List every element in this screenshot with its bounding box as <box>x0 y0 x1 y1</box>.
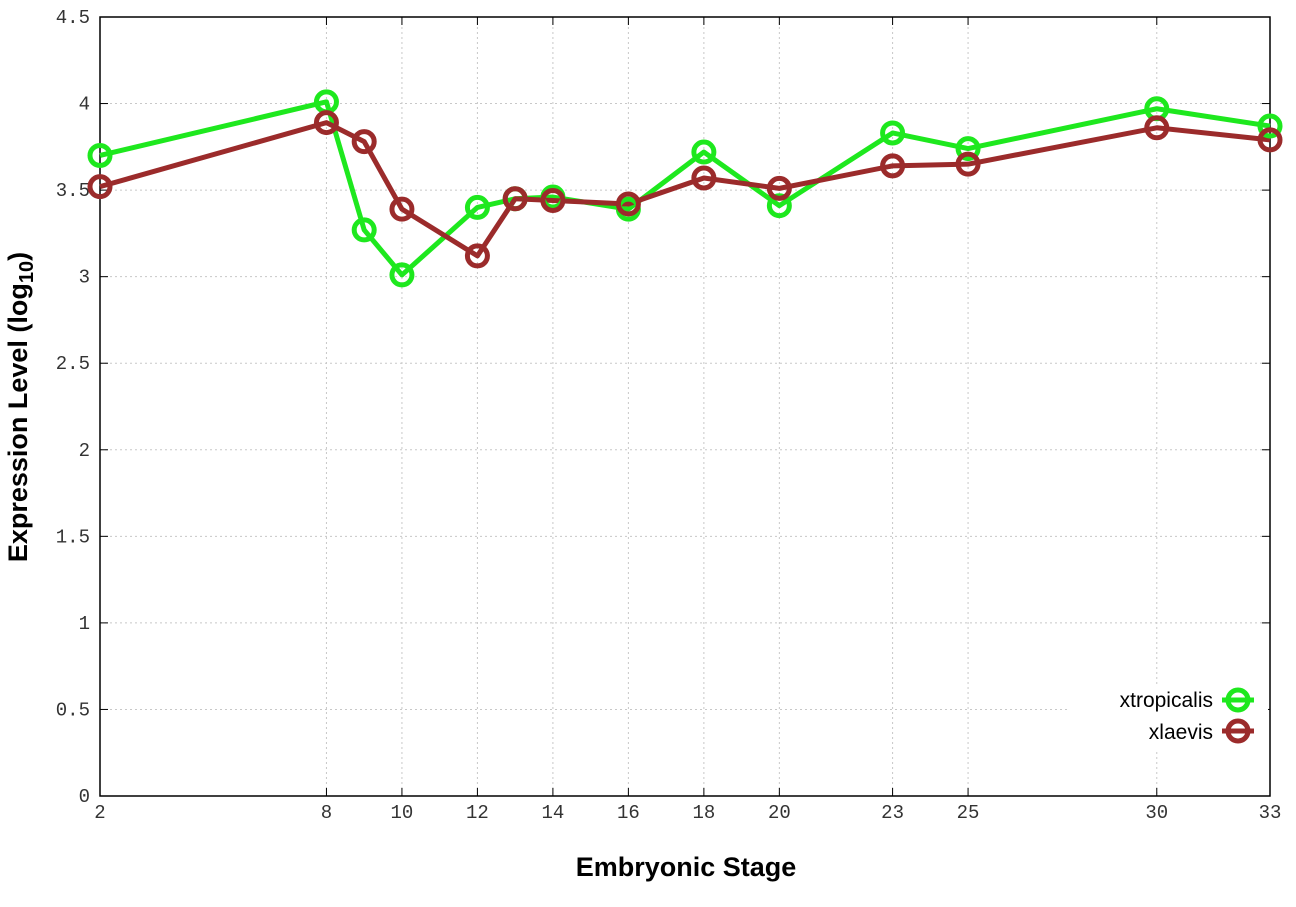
legend-marker-xtropicalis <box>1225 687 1251 713</box>
y-tick-label: 0.5 <box>56 699 90 721</box>
data-point-xlaevis <box>540 187 566 213</box>
grid <box>100 17 1270 796</box>
x-tick-label: 14 <box>541 802 564 824</box>
data-point-xlaevis <box>880 153 906 179</box>
data-point-xtropicalis <box>880 120 906 146</box>
y-tick-label: 3 <box>79 267 90 289</box>
data-point-xtropicalis <box>351 217 377 243</box>
x-tick-label: 16 <box>617 802 640 824</box>
legend-label-xlaevis: xlaevis <box>1149 721 1213 744</box>
legend-marker-xlaevis <box>1225 718 1251 744</box>
x-axis-ticks: 2 8 10 12 14 16 18 20 23 25 30 33 <box>94 17 1281 824</box>
x-tick-label: 20 <box>768 802 791 824</box>
data-point-xlaevis <box>1144 115 1170 141</box>
x-tick-label: 18 <box>692 802 715 824</box>
data-point-xlaevis <box>615 191 641 217</box>
data-point-xlaevis <box>351 129 377 155</box>
legend: xtropicalis xlaevis <box>1068 684 1268 750</box>
data-point-xlaevis <box>464 243 490 269</box>
series-layer <box>87 89 1283 288</box>
series-line-xtropicalis <box>99 99 1271 278</box>
x-axis-label: Embryonic Stage <box>576 852 797 882</box>
data-point-xlaevis <box>313 110 339 136</box>
y-tick-label: 4.5 <box>56 7 90 29</box>
x-tick-label: 8 <box>321 802 332 824</box>
y-tick-label: 3.5 <box>56 180 90 202</box>
data-point-xlaevis <box>87 174 113 200</box>
x-tick-label: 10 <box>391 802 414 824</box>
y-tick-label: 2.5 <box>56 353 90 375</box>
data-point-xlaevis <box>691 165 717 191</box>
plot-frame <box>99 16 1271 797</box>
y-axis-label-end: ) <box>3 252 33 261</box>
y-tick-label: 0 <box>79 786 90 808</box>
data-point-xtropicalis <box>464 194 490 220</box>
x-tick-label: 23 <box>881 802 904 824</box>
x-tick-label: 30 <box>1145 802 1168 824</box>
x-tick-label: 12 <box>466 802 489 824</box>
x-tick-label: 2 <box>94 802 105 824</box>
data-point-xlaevis <box>766 175 792 201</box>
x-tick-label: 33 <box>1259 802 1282 824</box>
y-tick-label: 1 <box>79 613 90 635</box>
y-tick-label: 4 <box>79 94 90 116</box>
y-axis-label-subscript: 10 <box>16 261 38 283</box>
legend-label-xtropicalis: xtropicalis <box>1120 689 1213 712</box>
x-tick-label: 25 <box>957 802 980 824</box>
y-axis-label: Expression Level (log10) <box>3 252 38 562</box>
data-point-xlaevis <box>389 196 415 222</box>
y-tick-label: 2 <box>79 440 90 462</box>
series-line-xlaevis <box>99 120 1271 259</box>
data-point-xlaevis <box>502 186 528 212</box>
y-axis-label-main: Expression Level (log <box>3 283 33 562</box>
data-point-xtropicalis <box>766 193 792 219</box>
data-point-xtropicalis <box>955 136 981 162</box>
data-point-xlaevis <box>955 151 981 177</box>
data-point-xtropicalis <box>1257 113 1283 139</box>
y-tick-label: 1.5 <box>56 526 90 548</box>
y-axis-ticks: 0 0.5 1 1.5 2 2.5 3 3.5 4 4.5 <box>56 7 1270 808</box>
data-point-xtropicalis <box>389 262 415 288</box>
data-point-xtropicalis <box>87 142 113 168</box>
data-point-xtropicalis <box>691 139 717 165</box>
data-point-xlaevis <box>1257 127 1283 153</box>
